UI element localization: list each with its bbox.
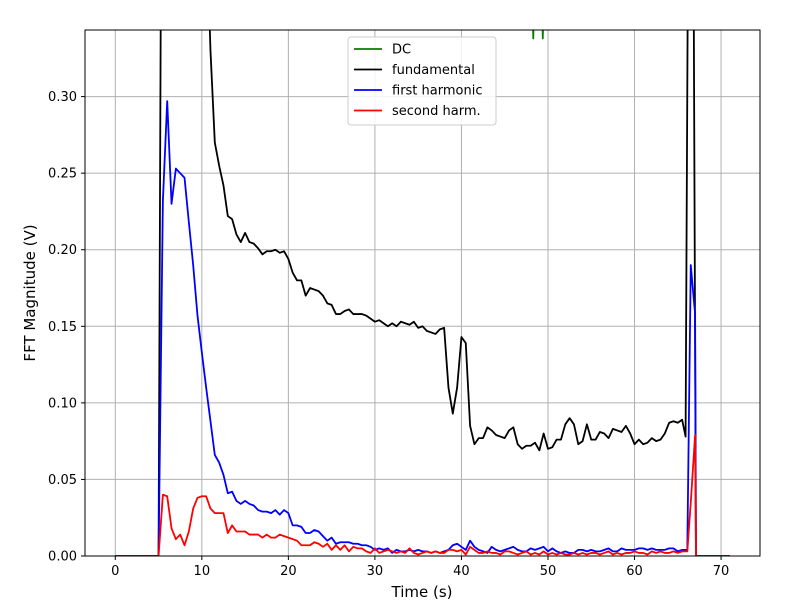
x-tick-label: 60 xyxy=(626,564,643,579)
x-tick-label: 40 xyxy=(453,564,470,579)
series-line-dc xyxy=(541,30,544,40)
y-tick-label: 0.00 xyxy=(48,550,77,565)
series-line-second-harm xyxy=(115,434,730,556)
y-tick-label: 0.25 xyxy=(48,167,77,182)
series-layer xyxy=(115,30,730,556)
x-tick-label: 30 xyxy=(367,564,384,579)
y-tick-label: 0.10 xyxy=(48,396,77,411)
y-tick-label: 0.15 xyxy=(48,320,77,335)
x-tick-label: 0 xyxy=(111,564,119,579)
y-tick-label: 0.05 xyxy=(48,473,77,488)
plot-frame xyxy=(84,29,761,557)
x-tick-label: 70 xyxy=(713,564,730,579)
legend-label-first-harmonic: first harmonic xyxy=(392,84,482,99)
x-tick-label: 50 xyxy=(540,564,557,579)
y-tick-label: 0.20 xyxy=(48,243,77,258)
series-line-fundamental xyxy=(115,30,730,556)
axis-ticks: 0 10 20 30 40 50 60 70 0.00 0.05 0.10 0.15 0.20 0.25 0… xyxy=(48,90,729,579)
y-axis-label: FFT Magnitude (V) xyxy=(21,224,39,361)
legend-box xyxy=(347,36,497,126)
legend: DC fundamental first harmonic second harm. xyxy=(347,36,497,126)
legend-label-fundamental: fundamental xyxy=(392,63,475,78)
y-tick-label: 0.30 xyxy=(48,90,77,105)
x-tick-label: 10 xyxy=(194,564,211,579)
x-tick-label: 20 xyxy=(280,564,297,579)
legend-label-dc: DC xyxy=(392,43,411,58)
legend-label-second-harm: second harm. xyxy=(392,104,481,119)
x-axis-label: Time (s) xyxy=(391,583,453,600)
series-line-dc xyxy=(532,30,535,40)
